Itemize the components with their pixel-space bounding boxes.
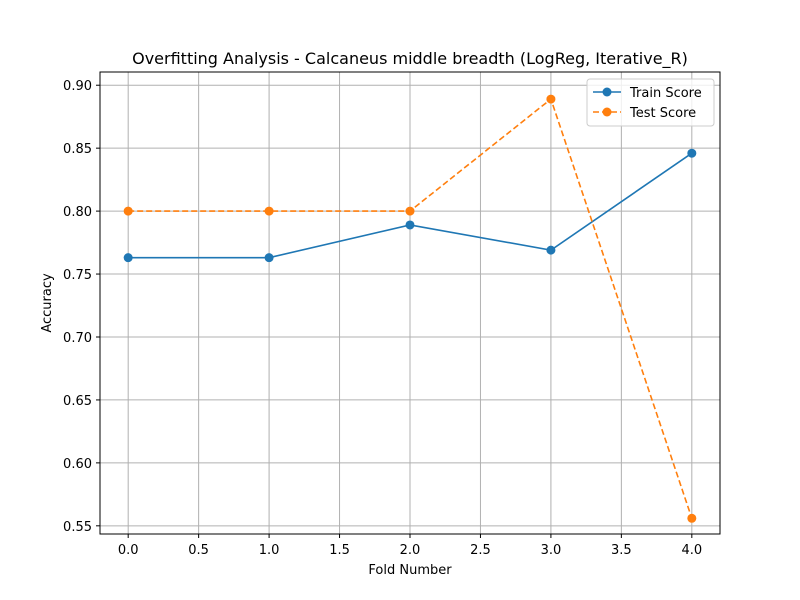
data-point-train-score: [264, 253, 274, 263]
x-tick-label: 3.0: [541, 543, 562, 558]
y-tick-label: 0.60: [63, 457, 92, 472]
y-tick-label: 0.75: [63, 268, 92, 283]
data-point-train-score: [546, 245, 556, 255]
legend-marker-train-score: [602, 87, 612, 97]
series-test-score: [123, 94, 697, 523]
data-point-train-score: [123, 253, 133, 263]
data-point-train-score: [405, 220, 415, 230]
x-tick-label: 2.5: [470, 543, 491, 558]
x-tick-label: 0.5: [188, 543, 209, 558]
y-tick-label: 0.80: [63, 205, 92, 220]
y-tick-label: 0.70: [63, 331, 92, 346]
data-point-test-score: [405, 206, 415, 216]
x-tick-label: 3.5: [611, 543, 632, 558]
y-tick-label: 0.85: [63, 142, 92, 157]
legend: Train Score Test Score: [586, 78, 715, 127]
data-point-test-score: [546, 94, 556, 104]
x-axis-title: Fold Number: [368, 563, 452, 578]
data-point-test-score: [687, 513, 697, 523]
legend-box: [586, 78, 715, 127]
chart-title: Overfitting Analysis - Calcaneus middle …: [132, 49, 688, 69]
series-train-score: [123, 148, 697, 263]
x-tick-label: 1.5: [329, 543, 350, 558]
y-axis: 0.55 0.60 0.65 0.70 0.75 0.80 0.85 0.90: [63, 79, 100, 535]
y-tick-label: 0.65: [63, 394, 92, 409]
series-layer: [123, 94, 697, 523]
legend-marker-test-score: [602, 107, 612, 117]
legend-label-test-score: Test Score: [629, 106, 696, 121]
x-tick-label: 4.0: [681, 543, 702, 558]
y-axis-title: Accuracy: [40, 273, 55, 333]
data-point-test-score: [264, 206, 274, 216]
legend-label-train-score: Train Score: [629, 86, 702, 101]
x-tick-label: 0.0: [118, 543, 139, 558]
x-tick-label: 2.0: [400, 543, 421, 558]
y-tick-label: 0.55: [63, 520, 92, 535]
x-axis: 0.0 0.5 1.0 1.5 2.0 2.5 3.0 3.5 4.0: [118, 534, 702, 558]
x-tick-label: 1.0: [259, 543, 280, 558]
y-tick-label: 0.90: [63, 79, 92, 94]
data-point-train-score: [687, 148, 697, 158]
data-point-test-score: [123, 206, 133, 216]
